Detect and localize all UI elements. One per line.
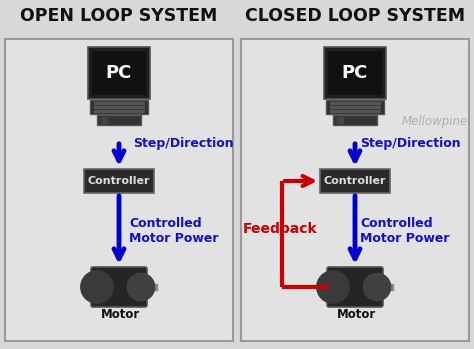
Circle shape bbox=[128, 273, 155, 301]
Bar bbox=[330, 105, 380, 108]
FancyBboxPatch shape bbox=[91, 267, 147, 307]
Text: Controlled
Motor Power: Controlled Motor Power bbox=[129, 217, 219, 245]
Bar bbox=[330, 102, 380, 104]
Bar bbox=[330, 110, 380, 112]
FancyBboxPatch shape bbox=[84, 169, 154, 193]
Text: OPEN LOOP SYSTEM: OPEN LOOP SYSTEM bbox=[20, 7, 218, 25]
Bar bbox=[94, 110, 144, 112]
Text: Feedback: Feedback bbox=[243, 222, 317, 236]
Text: PC: PC bbox=[342, 64, 368, 82]
Text: Motor: Motor bbox=[337, 309, 377, 321]
Text: Step/Direction: Step/Direction bbox=[360, 138, 461, 150]
Bar bbox=[94, 102, 144, 104]
FancyBboxPatch shape bbox=[92, 51, 146, 95]
Text: Mellowpine: Mellowpine bbox=[402, 114, 468, 127]
FancyBboxPatch shape bbox=[97, 115, 141, 125]
Circle shape bbox=[363, 273, 391, 301]
FancyBboxPatch shape bbox=[327, 267, 383, 307]
Text: CLOSED LOOP SYSTEM: CLOSED LOOP SYSTEM bbox=[245, 7, 465, 25]
Text: Controlled
Motor Power: Controlled Motor Power bbox=[360, 217, 449, 245]
Circle shape bbox=[81, 271, 113, 303]
FancyBboxPatch shape bbox=[333, 115, 377, 125]
FancyBboxPatch shape bbox=[324, 47, 386, 99]
Bar bbox=[81, 284, 93, 290]
Bar bbox=[101, 117, 107, 123]
FancyBboxPatch shape bbox=[320, 169, 390, 193]
Text: Motor: Motor bbox=[101, 309, 141, 321]
Bar bbox=[337, 117, 343, 123]
Circle shape bbox=[317, 271, 349, 303]
Bar bbox=[381, 284, 393, 290]
Text: Step/Direction: Step/Direction bbox=[133, 138, 234, 150]
FancyBboxPatch shape bbox=[326, 100, 384, 114]
FancyBboxPatch shape bbox=[241, 39, 469, 341]
Text: Controller: Controller bbox=[324, 176, 386, 186]
FancyBboxPatch shape bbox=[88, 47, 150, 99]
FancyBboxPatch shape bbox=[90, 100, 148, 114]
Text: PC: PC bbox=[106, 64, 132, 82]
Bar bbox=[145, 284, 157, 290]
FancyBboxPatch shape bbox=[328, 51, 382, 95]
FancyBboxPatch shape bbox=[5, 39, 233, 341]
Bar bbox=[94, 105, 144, 108]
Bar bbox=[317, 284, 329, 290]
Text: Controller: Controller bbox=[88, 176, 150, 186]
